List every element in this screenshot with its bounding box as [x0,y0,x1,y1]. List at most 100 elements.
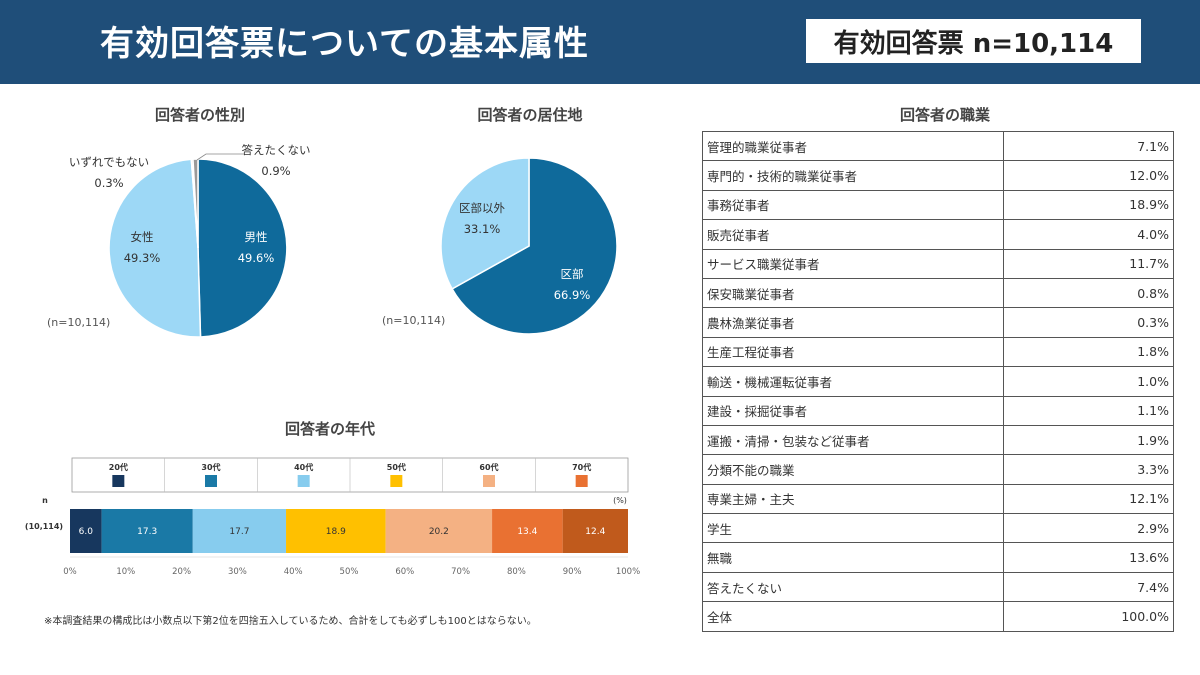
x-tick-label-3: 30% [228,567,247,577]
legend-label-4: 60代 [479,462,498,472]
bar-segment-1 [101,509,193,553]
occupation-value: 3.3% [1003,454,1174,485]
residence-pie-chart: 区部 66.9% 区部以外 33.1% (n=10,114) [382,157,618,335]
x-tick-label-5: 50% [340,567,359,577]
bar-value-5: 13.4 [517,527,537,537]
valid-responses-badge: 有効回答票 n=10,114 [806,19,1141,63]
age-chart-title: 回答者の年代 [284,420,375,438]
occupation-label: 生産工程従事者 [702,336,1004,368]
legend-swatch-4 [483,475,495,487]
legend-label-3: 50代 [387,462,406,472]
table-row: 建設・採掘従事者 1.1% [702,395,1174,426]
legend-label-0: 20代 [109,462,128,472]
occupation-label: 専門的・技術的職業従事者 [702,160,1004,191]
bar-row-label: (10,114) [25,522,63,531]
occupation-label: 無職 [702,542,1004,573]
pie-slice-0 [197,158,288,338]
bar-value-6: 12.4 [585,527,605,537]
percent-unit: (%) [613,496,627,505]
pie-value-0: 66.9% [554,288,591,302]
occupation-label: 輸送・機械運転従事者 [702,366,1004,397]
pie-value-0: 49.6% [238,251,275,265]
legend-swatch-5 [575,475,588,487]
occupation-value: 1.8% [1003,336,1174,368]
leader-line [196,153,244,161]
occupation-value: 1.0% [1003,366,1174,397]
x-tick-label-2: 20% [172,567,191,577]
bar-segment-2 [192,509,287,553]
occupation-label: 農林漁業従事者 [702,307,1004,338]
table-row: 事務従事者 18.9% [702,189,1174,221]
table-row: 無職 13.6% [702,542,1174,573]
legend-swatch-2 [297,475,310,487]
table-row: 答えたくない 7.4% [702,571,1174,603]
pie-slice-0 [451,157,618,335]
table-row: 全体 100.0% [702,601,1174,632]
legend-label-1: 30代 [201,462,220,472]
bar-value-0: 6.0 [79,527,94,537]
occupation-value: 7.4% [1003,571,1174,603]
occupation-title: 回答者の職業 [899,106,990,124]
occupation-value: 13.6% [1003,542,1174,573]
pie-slice-1 [440,157,530,290]
bar-segment-4 [385,509,493,553]
pie-value-2: 0.3% [94,176,123,190]
occupation-value: 1.9% [1003,424,1174,456]
occupation-value: 12.1% [1003,483,1174,515]
legend-label-2: 40代 [294,462,313,472]
x-tick-label-0: 0% [63,567,77,577]
occupation-label: 専業主婦・主夫 [702,483,1004,515]
legend-swatch-3 [390,475,403,487]
table-row: 学生 2.9% [702,513,1174,544]
pie-label-0: 区部 [561,267,584,281]
occupation-label: 学生 [702,513,1004,544]
pie-label-0: 男性 [245,230,268,244]
bar-value-4: 20.2 [429,527,449,537]
occupation-value: 4.0% [1003,219,1174,250]
sample-size-note: (n=10,114) [47,316,110,329]
pie-value-1: 49.3% [124,251,161,265]
table-row: 販売従事者 4.0% [702,219,1174,250]
sample-size-note: (n=10,114) [382,314,445,327]
table-row: 専業主婦・主夫 12.1% [702,483,1174,515]
pie-value-3: 0.9% [261,164,290,178]
occupation-label: 運搬・清掃・包装など従事者 [702,424,1004,456]
legend-swatch-1 [205,475,217,487]
pie-label-1: 女性 [131,230,154,244]
pie-value-1: 33.1% [464,222,501,236]
occupation-label: 保安職業従事者 [702,277,1004,309]
pie-label-2: いずれでもない [69,155,149,169]
occupation-value: 2.9% [1003,513,1174,544]
table-row: サービス職業従事者 11.7% [702,248,1174,279]
footnote: ※本調査結果の構成比は小数点以下第2位を四捨五入しているため、合計をしても必ずし… [44,616,537,627]
age-stacked-bar-chart: 20代 30代 40代 50代 60代 70代 n (%) (10,114) 6.0 17.3 17.… [25,457,640,577]
occupation-label: 答えたくない [702,571,1004,603]
occupation-value: 0.3% [1003,307,1174,338]
table-row: 専門的・技術的職業従事者 12.0% [702,160,1174,191]
pie-label-3: 答えたくない [242,143,311,157]
table-row: 保安職業従事者 0.8% [702,277,1174,309]
page-title: 有効回答票についての基本属性 [100,24,589,64]
legend-label-5: 70代 [572,462,591,472]
bar-segment-3 [286,509,386,553]
occupation-value: 1.1% [1003,395,1174,426]
x-tick-label-9: 90% [563,567,582,577]
occupation-label: 管理的職業従事者 [702,130,1004,162]
gender-chart-title: 回答者の性別 [154,106,245,124]
occupation-label: 全体 [702,601,1004,632]
pie-label-1: 区部以外 [459,201,505,215]
occupation-value: 7.1% [1003,130,1174,162]
bar-segment-5 [492,509,563,553]
table-row: 分類不能の職業 3.3% [702,454,1174,485]
occupation-value: 11.7% [1003,248,1174,279]
occupation-table: 管理的職業従事者 7.1% 専門的・技術的職業従事者 12.0% 事務従事者 18.9% 販… [702,130,1174,632]
occupation-label: 建設・採掘従事者 [702,395,1004,426]
bar-value-1: 17.3 [137,527,157,537]
residence-chart-title: 回答者の居住地 [477,106,583,124]
table-row: 輸送・機械運転従事者 1.0% [702,366,1174,397]
gender-pie-chart: 男性 49.6% 女性 49.3% いずれでもない 0.3% 答えたくない 0.9% (n=10… [47,143,311,338]
bar-value-3: 18.9 [326,527,346,537]
x-tick-label-10: 100% [616,567,640,577]
n-header: n [42,496,48,505]
occupation-value: 18.9% [1003,189,1174,221]
